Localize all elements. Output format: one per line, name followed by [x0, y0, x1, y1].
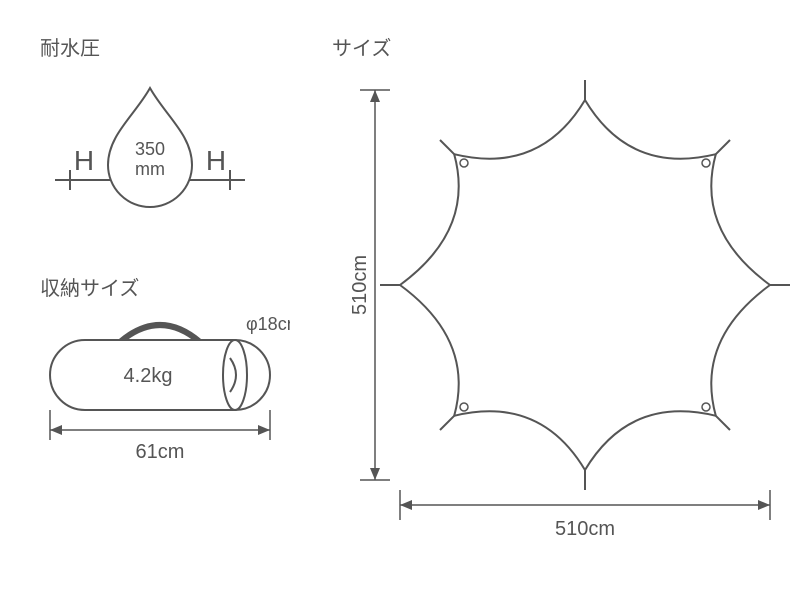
waterproof-value: 350 — [135, 139, 165, 159]
size-diagram: 510cm 510cm — [330, 60, 790, 580]
tarp-outline — [400, 100, 770, 470]
storage-diameter: φ18cm — [246, 314, 290, 334]
size-title: サイズ — [332, 32, 391, 61]
storage-weight: 4.2kg — [124, 365, 173, 387]
waterproof-unit: mm — [135, 159, 165, 179]
h-label-left: H — [74, 145, 94, 176]
waterproof-title: 耐水圧 — [40, 32, 100, 61]
size-width: 510cm — [555, 518, 615, 540]
size-height: 510cm — [349, 255, 371, 315]
storage-title: 収納サイズ — [40, 272, 139, 301]
storage-length: 61cm — [136, 441, 185, 463]
h-label-right: H — [206, 145, 226, 176]
waterproof-diagram: H H 350 mm — [40, 70, 260, 230]
storage-diagram: φ18cm 4.2kg 61cm — [30, 300, 290, 520]
